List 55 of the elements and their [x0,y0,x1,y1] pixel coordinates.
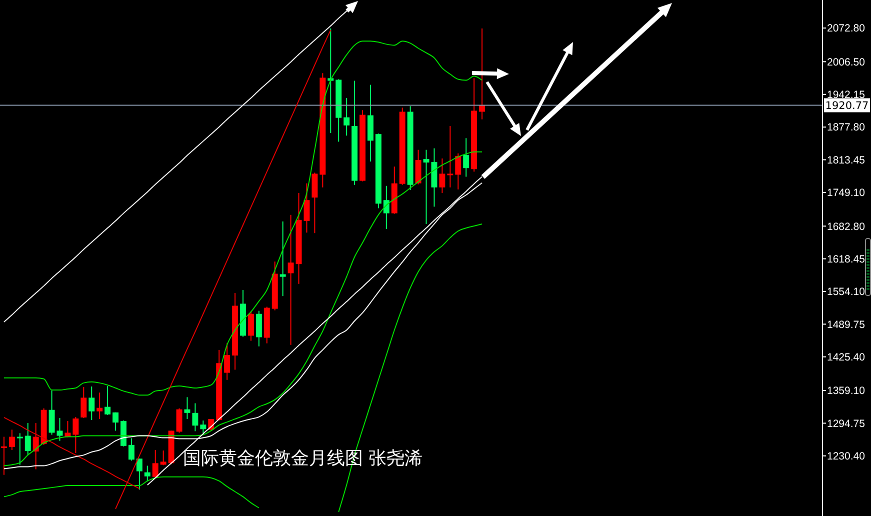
candlestick [96,392,103,420]
candlestick [8,429,15,450]
y-tick-label: 1942.15 [827,89,866,102]
candlestick [328,28,334,134]
y-tick-label: 1877.80 [827,122,866,134]
candlestick [439,158,446,194]
candlestick [128,438,134,462]
y-tick-label: 1489.75 [827,318,866,331]
candlestick [224,342,230,380]
candlestick [112,412,119,432]
candlestick [415,149,422,185]
candlestick [288,214,294,346]
candlestick [447,125,454,188]
y-tick-label: 2006.50 [827,56,866,68]
candlestick [248,310,254,342]
candlestick [383,185,390,230]
candlestick [144,465,150,482]
candlestick [280,220,286,297]
y-tick-label: 1682.80 [827,220,866,233]
candlestick [56,417,63,442]
candlestick [72,416,79,454]
candlestick [88,386,95,421]
candlestick [48,390,55,436]
y-tick-label: 1618.45 [827,253,866,266]
candlestick [136,458,142,490]
candlestick [200,420,206,434]
ref-line-label: 1920.77 [825,100,869,112]
candlestick [0,436,7,476]
candlestick [184,396,190,420]
candlestick [16,432,23,466]
candlestick [32,422,39,470]
y-tick-label: 1813.45 [827,154,866,166]
y-tick-label: 1554.10 [827,286,866,298]
y-tick-label: 1359.10 [827,385,866,398]
candlestick [192,402,198,432]
candlestick [160,450,166,466]
candlestick [423,149,430,224]
candlestick [479,28,486,120]
y-tick-label: 1749.10 [827,187,866,200]
candlestick [24,422,31,456]
y-tick-label: 1425.40 [827,352,866,364]
candlestick [152,449,158,478]
candlestick [344,98,350,136]
candlestick [455,152,462,190]
y-tick-label: 1230.40 [827,450,866,463]
candlestick [80,386,87,418]
y-tick-label: 1294.75 [827,418,866,430]
candlestick [176,408,182,434]
candlestick [256,310,262,347]
candlestick [304,182,310,234]
candlestick [64,420,71,438]
candlestick [104,385,111,416]
y-tick-label: 2072.80 [827,22,866,35]
candlestick [312,172,318,234]
candlestick [463,138,470,178]
